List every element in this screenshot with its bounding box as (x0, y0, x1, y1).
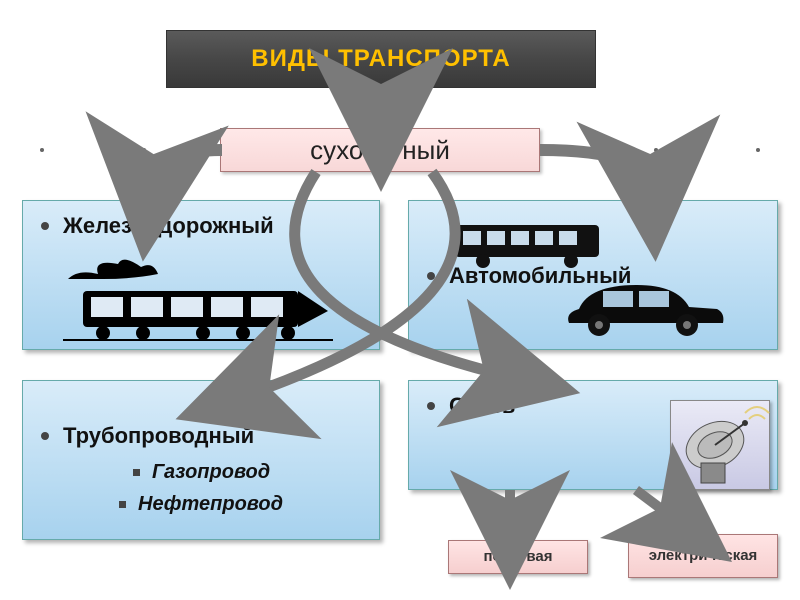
postal-box: почтовая (448, 540, 588, 574)
subtitle-text: сухопутный (310, 135, 450, 166)
train-icon (63, 249, 333, 344)
car-icon (559, 279, 729, 339)
comm-label: Связь (449, 393, 515, 419)
comm-label-line: Связь (427, 393, 515, 419)
bullet-square-icon (119, 501, 126, 508)
panel-auto: Автомобильный (408, 200, 778, 350)
panel-rail: Железнодорожный (22, 200, 380, 350)
title-text: ВИДЫ ТРАНСПОРТА (251, 45, 511, 73)
pipe-item-1-label: Нефтепровод (138, 493, 283, 516)
rail-label-line: Железнодорожный (41, 213, 274, 239)
pipe-label-line: Трубопроводный (41, 423, 254, 449)
pipe-item-0-label: Газопровод (152, 461, 270, 484)
bullet-square-icon (133, 469, 140, 476)
satellite-graphic (670, 400, 770, 490)
bullet-icon (41, 432, 49, 440)
electric-box: электрическая (628, 534, 778, 578)
bullet-icon (41, 222, 49, 230)
pipe-label: Трубопроводный (63, 423, 254, 449)
pipe-item-1: Нефтепровод (119, 493, 283, 516)
title-box: ВИДЫ ТРАНСПОРТА (166, 30, 596, 88)
electric-label: электрическая (649, 548, 758, 565)
bus-icon (453, 219, 603, 269)
postal-label: почтовая (484, 549, 553, 566)
subtitle-box: сухопутный (220, 128, 540, 172)
panel-pipe: Трубопроводный Газопровод Нефтепровод (22, 380, 380, 540)
bullet-icon (427, 272, 435, 280)
pipe-item-0: Газопровод (133, 461, 270, 484)
satellite-dish-icon (671, 401, 771, 491)
bullet-icon (427, 402, 435, 410)
rail-label: Железнодорожный (63, 213, 274, 239)
